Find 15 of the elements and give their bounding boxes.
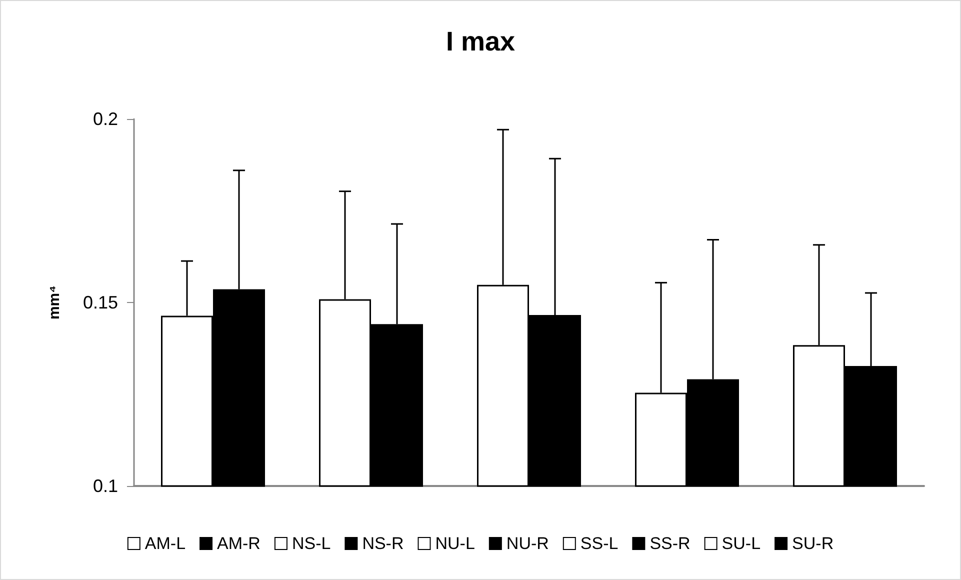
legend-label: SS-L [580,534,618,553]
legend-label: NS-R [362,534,404,553]
legend-label: SU-L [722,534,761,553]
legend-label: NS-L [292,534,331,553]
legend-label: AM-L [144,534,186,553]
y-tick-label: 0.15 [82,292,118,312]
legend-label: NU-R [506,534,549,553]
y-tick-label: 0.1 [92,476,118,496]
legend-label: AM-R [217,534,260,553]
y-axis-title: mm⁴ [46,285,63,320]
legend-label: NU-L [435,534,475,553]
y-tick-label: 0.2 [92,109,118,129]
legend-label: SU-R [792,534,834,553]
legend-label: SS-R [650,534,690,553]
chart-title: I max [446,26,516,56]
